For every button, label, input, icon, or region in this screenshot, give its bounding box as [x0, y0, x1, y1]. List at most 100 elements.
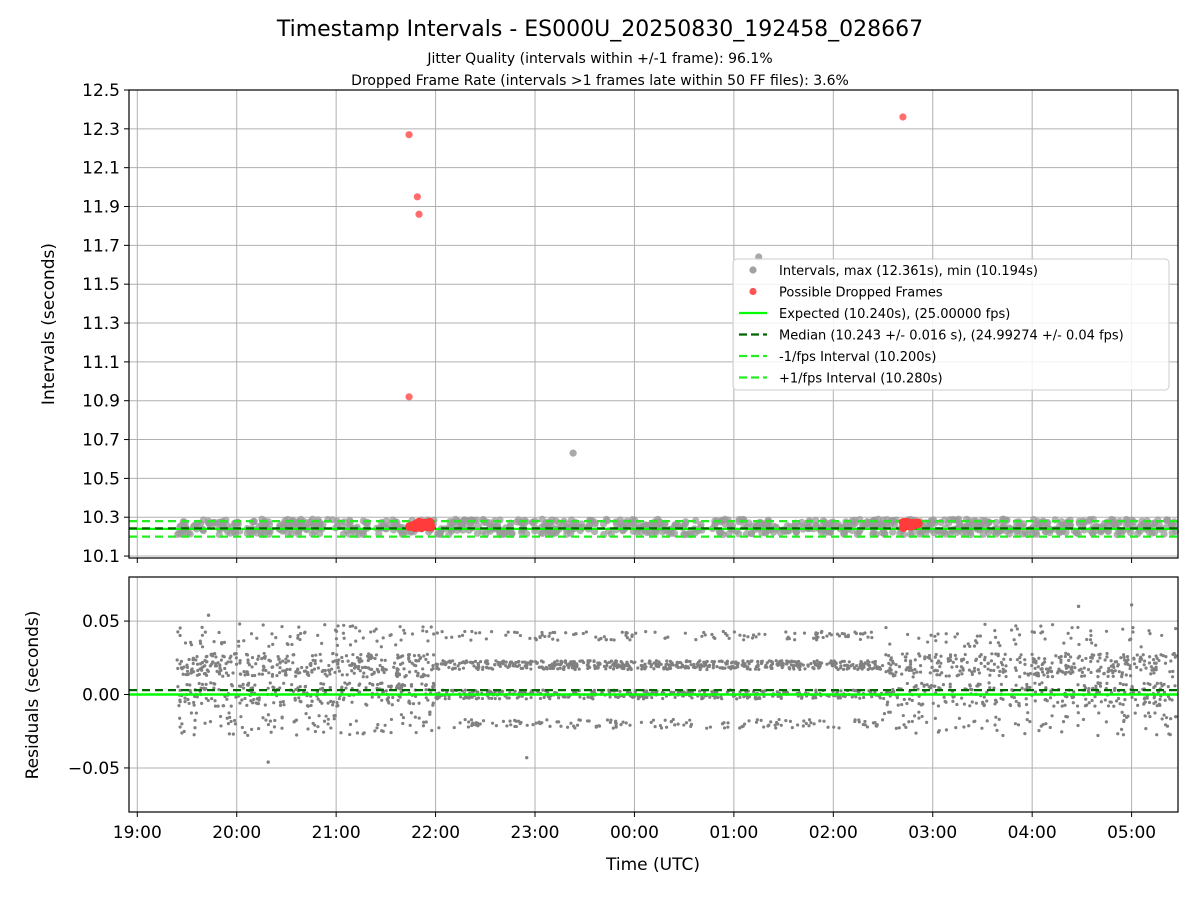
residual-point: [366, 666, 370, 670]
residual-point: [699, 665, 703, 669]
residual-point: [1014, 642, 1018, 646]
residual-point: [1086, 688, 1091, 693]
residual-point: [401, 661, 405, 665]
residual-point: [539, 659, 544, 663]
residual-point: [285, 654, 289, 658]
residual-point: [1081, 717, 1086, 722]
residual-point: [313, 723, 317, 727]
residual-point: [1109, 659, 1113, 663]
interval-point: [1115, 528, 1123, 536]
residual-point: [340, 655, 344, 660]
residual-point: [372, 670, 376, 674]
residual-point: [626, 690, 630, 694]
residual-point: [185, 683, 189, 687]
residual-point: [955, 665, 959, 669]
residual-point: [691, 665, 696, 669]
residual-point: [271, 642, 275, 646]
residual-point: [528, 636, 532, 640]
interval-point: [721, 515, 729, 523]
residual-point: [200, 645, 205, 649]
residual-point: [982, 695, 986, 699]
residual-point: [423, 673, 427, 677]
residual-point: [916, 687, 920, 691]
residual-point: [396, 653, 400, 657]
residual-point: [934, 668, 938, 672]
residual-point: [784, 630, 788, 634]
residual-point: [377, 695, 381, 699]
residual-point: [962, 644, 967, 648]
residual-point: [554, 662, 558, 667]
residual-point: [558, 666, 562, 670]
residual-point: [281, 659, 285, 663]
legend: Intervals, max (12.361s), min (10.194s)P…: [732, 258, 1170, 391]
interval-point: [538, 515, 546, 523]
residual-point: [230, 684, 234, 688]
residual-point: [1152, 667, 1156, 671]
residual-point: [517, 695, 521, 699]
residual-point: [615, 665, 619, 670]
residual-point: [973, 639, 978, 643]
residual-point: [513, 663, 517, 667]
residual-point: [351, 624, 355, 628]
residual-point: [1018, 660, 1022, 664]
residual-point: [1130, 695, 1134, 699]
residual-point: [240, 725, 244, 730]
residual-point: [221, 654, 225, 658]
residual-point: [1089, 659, 1093, 664]
residual-point: [825, 662, 829, 666]
residual-point: [1064, 663, 1068, 668]
residual-point: [746, 635, 750, 639]
residual-point: [913, 667, 917, 672]
interval-point: [878, 529, 887, 537]
residual-point: [1083, 686, 1088, 690]
residual-point: [481, 665, 485, 669]
residual-point: [1063, 654, 1067, 659]
residual-point: [944, 674, 948, 678]
residual-point: [478, 722, 482, 726]
residual-point: [776, 722, 780, 726]
residual-point: [955, 632, 960, 636]
residual-point: [270, 674, 274, 678]
residual-point: [437, 726, 441, 730]
interval-point: [1057, 518, 1066, 526]
residual-point: [271, 665, 275, 669]
residual-point: [537, 721, 541, 725]
residual-point: [669, 690, 673, 694]
residual-point: [992, 686, 996, 690]
residual-point: [1130, 684, 1134, 689]
residual-outlier-point: [266, 760, 270, 764]
residual-point: [478, 631, 482, 635]
residual-point: [463, 688, 467, 692]
residual-point: [598, 662, 602, 666]
residual-point: [533, 636, 537, 640]
residual-point: [953, 635, 957, 639]
residual-point: [421, 667, 425, 671]
residual-point: [1160, 717, 1164, 721]
residual-point: [263, 703, 267, 707]
residual-point: [1036, 665, 1040, 669]
residual-point: [331, 651, 335, 656]
residuals-panel: −0.050.000.05 19:00 20:00 21:00 22:00 23:00 0…: [23, 576, 1179, 875]
residual-point: [1163, 661, 1168, 665]
residual-point: [1115, 699, 1119, 703]
residual-point: [1113, 669, 1117, 673]
residual-point: [217, 687, 221, 692]
residual-point: [698, 659, 702, 663]
residual-point: [488, 690, 492, 694]
residual-point: [350, 669, 354, 673]
residual-point: [812, 660, 816, 664]
residual-point: [862, 695, 866, 700]
residual-point: [403, 675, 407, 679]
interval-point: [937, 529, 945, 537]
residual-point: [703, 662, 707, 666]
residual-point: [851, 662, 855, 667]
residual-point: [1093, 704, 1097, 708]
residual-point: [372, 629, 376, 633]
residual-point: [430, 728, 434, 733]
residual-point: [770, 666, 774, 670]
residual-point: [294, 687, 298, 692]
residual-point: [1147, 661, 1152, 665]
residual-point: [345, 682, 349, 686]
residual-point: [990, 652, 994, 656]
residual-point: [689, 722, 694, 726]
